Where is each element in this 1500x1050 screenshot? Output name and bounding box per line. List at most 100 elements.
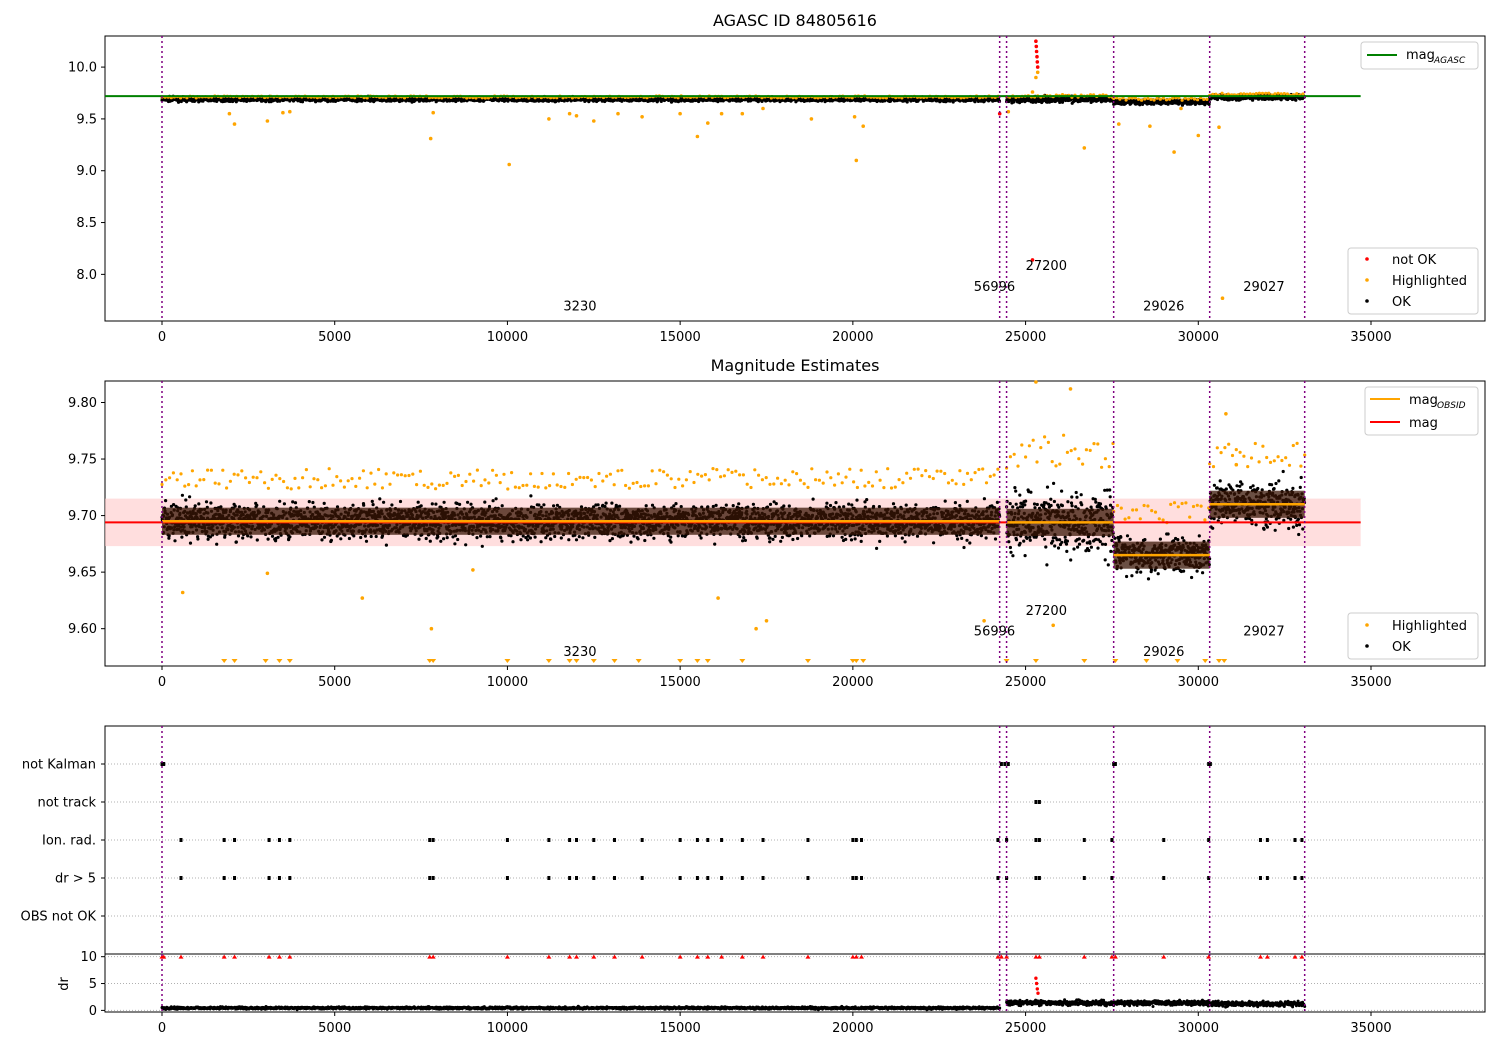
ok-point — [384, 543, 388, 547]
ok-point — [398, 499, 403, 504]
highlighted-point — [1276, 91, 1280, 95]
ok-point — [322, 535, 327, 539]
not-ok-point — [1035, 65, 1040, 69]
not-ok-point — [1035, 60, 1040, 64]
y-tick-label: 10.0 — [68, 61, 97, 76]
highlighted-point — [1186, 97, 1190, 101]
highlighted-point — [1117, 122, 1121, 126]
ok-point — [204, 500, 209, 504]
highlighted-point — [428, 136, 433, 141]
x-tick-label: 5000 — [318, 330, 351, 345]
ok-point — [370, 499, 374, 503]
ok-point — [180, 493, 184, 497]
ok-point — [188, 495, 192, 499]
legend-ok: OK — [1392, 295, 1411, 310]
obsid-label: 3230 — [563, 300, 596, 315]
highlighted-point — [1146, 96, 1150, 100]
highlighted-point — [1220, 91, 1224, 95]
agasc-magnitude-panel: AGASC ID 84805616 3230 56996 27200 29026 290… — [68, 11, 1486, 345]
highlighted-point — [265, 119, 270, 123]
ok-point — [241, 536, 245, 540]
ok-point — [288, 535, 292, 539]
ok-point — [320, 538, 324, 542]
highlighted-point — [547, 117, 551, 121]
highlighted-point — [1260, 91, 1265, 95]
x-tick-label: 20000 — [832, 330, 873, 345]
highlighted-point — [1205, 97, 1209, 101]
obsid-label: 29027 — [1243, 280, 1284, 295]
ok-point — [1294, 98, 1298, 102]
highlighted-point — [1168, 97, 1172, 101]
ok-point — [278, 499, 282, 503]
highlighted-point — [861, 124, 865, 128]
ok-point — [270, 534, 275, 538]
highlighted-point — [1257, 91, 1261, 95]
highlighted-point — [695, 134, 700, 139]
obsid-label: 56996 — [974, 280, 1015, 295]
highlighted-point — [1267, 91, 1271, 95]
ok-point — [180, 535, 184, 539]
highlighted-point — [854, 158, 859, 163]
highlighted-point — [288, 109, 292, 114]
highlighted-point — [1279, 92, 1283, 96]
ok-point — [347, 536, 351, 541]
legend-highlighted: Highlighted — [1392, 274, 1467, 289]
highlighted-point — [1035, 70, 1040, 75]
ok-point — [276, 535, 280, 539]
highlighted-point — [1273, 92, 1277, 96]
ok-point — [215, 542, 219, 546]
highlighted-point — [1140, 98, 1144, 102]
highlighted-point — [232, 122, 237, 126]
not-ok-point — [1034, 49, 1039, 54]
ok-point — [196, 537, 200, 541]
ok-point — [234, 540, 238, 544]
not-ok-point — [1034, 39, 1038, 43]
highlighted-point — [1196, 98, 1200, 102]
highlighted-point — [1034, 75, 1038, 80]
highlighted-point — [1148, 124, 1152, 128]
highlighted-point — [1118, 97, 1122, 101]
ok-point — [206, 537, 210, 541]
highlighted-point — [852, 115, 857, 119]
x-tick-label: 30000 — [1178, 330, 1219, 345]
obsid-label: 29026 — [1143, 300, 1184, 315]
highlighted-point — [761, 106, 765, 111]
highlighted-point — [567, 111, 572, 116]
highlighted-point — [678, 111, 682, 116]
ok-point — [266, 537, 270, 541]
ok-point — [255, 503, 259, 507]
highlighted-point — [1220, 296, 1225, 301]
ok-point — [282, 502, 286, 506]
highlighted-point — [1192, 97, 1197, 101]
highlighted-point — [1030, 90, 1035, 94]
x-tick-label: 25000 — [1005, 330, 1046, 345]
ok-point — [359, 535, 363, 540]
legend-not-ok: not OK — [1392, 253, 1437, 268]
x-tick-label: 0 — [158, 330, 166, 345]
highlighted-point — [1124, 98, 1128, 102]
not-ok-point — [1034, 44, 1039, 49]
ok-point — [351, 503, 355, 507]
ok-point — [291, 500, 295, 504]
ok-point — [188, 541, 193, 545]
highlighted-point — [740, 111, 745, 116]
ok-point — [209, 501, 213, 505]
ok-point — [374, 534, 378, 539]
highlighted-point — [1282, 92, 1286, 96]
ok-point — [362, 503, 366, 507]
panel1-title: AGASC ID 84805616 — [713, 11, 877, 30]
ok-point — [382, 500, 386, 504]
ok-point — [369, 534, 373, 539]
highlighted-point — [1082, 146, 1087, 150]
panel1-legend: mag AGASC — [1360, 41, 1479, 70]
obsid-label: 27200 — [1026, 259, 1067, 274]
highlighted-point — [1254, 92, 1258, 96]
ok-point — [233, 504, 237, 508]
x-tick-label: 15000 — [659, 330, 700, 345]
magnitude-estimates-panel: Magnitude Estimates 32305699627200290262… — [68, 356, 1486, 690]
highlighted-point — [809, 117, 814, 121]
highlighted-point — [1239, 92, 1243, 96]
highlighted-point — [640, 115, 644, 119]
y-tick-label: 8.0 — [76, 268, 97, 283]
highlighted-point — [281, 110, 285, 115]
